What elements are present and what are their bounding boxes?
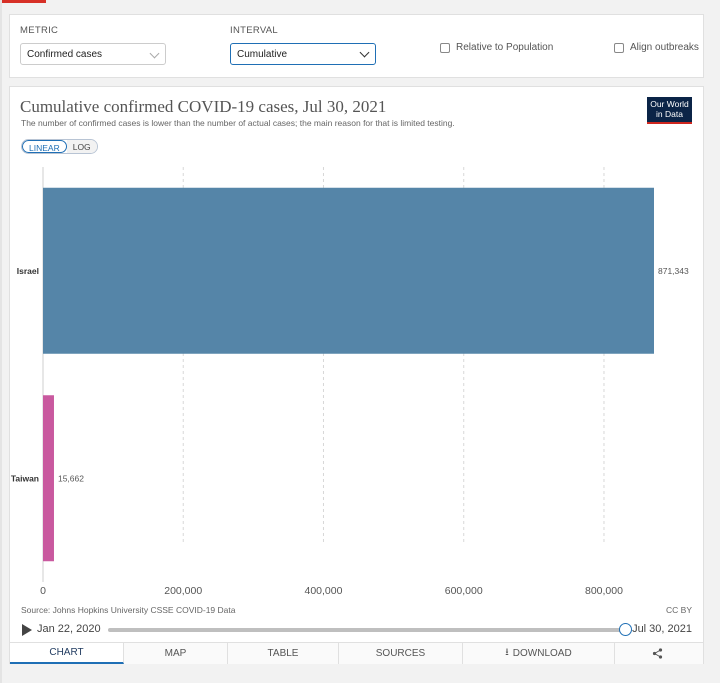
metric-select-value: Confirmed cases bbox=[27, 49, 103, 60]
chevron-down-icon bbox=[149, 48, 160, 59]
x-tick-label: 400,000 bbox=[305, 585, 343, 597]
tab-sources[interactable]: SOURCES bbox=[339, 643, 463, 664]
tab-download-label: DOWNLOAD bbox=[512, 648, 572, 659]
scale-linear-button[interactable]: LINEAR bbox=[22, 140, 67, 153]
align-outbreaks-label: Align outbreaks bbox=[630, 42, 699, 53]
timeline-end-date: Jul 30, 2021 bbox=[632, 623, 692, 635]
timeline-slider-track[interactable] bbox=[108, 628, 626, 632]
chart-title: Cumulative confirmed COVID-19 cases, Jul… bbox=[20, 97, 387, 116]
checkbox-icon bbox=[440, 42, 450, 53]
license-link[interactable]: CC BY bbox=[666, 605, 692, 615]
tab-sources-label: SOURCES bbox=[375, 648, 426, 659]
tab-share[interactable] bbox=[615, 643, 703, 664]
chart-panel: Cumulative confirmed COVID-19 cases, Jul… bbox=[9, 86, 704, 664]
chart-tabs: CHART MAP TABLE SOURCES ⭳ DOWNLOAD bbox=[10, 642, 703, 664]
owid-logo[interactable]: Our World in Data bbox=[647, 97, 692, 124]
timeline-slider-handle[interactable] bbox=[619, 623, 632, 636]
play-icon[interactable] bbox=[22, 624, 32, 636]
chevron-down-icon bbox=[359, 47, 370, 58]
top-accent-bar bbox=[0, 0, 46, 3]
tab-table[interactable]: TABLE bbox=[228, 643, 339, 664]
interval-label: INTERVAL bbox=[230, 25, 278, 36]
left-edge bbox=[0, 0, 2, 683]
interval-select-value: Cumulative bbox=[237, 49, 288, 60]
relative-to-population-label: Relative to Population bbox=[456, 42, 554, 53]
logo-line-1: Our World bbox=[650, 99, 689, 109]
download-icon: ⭳ bbox=[505, 647, 509, 658]
tab-download[interactable]: ⭳ DOWNLOAD bbox=[463, 643, 615, 664]
tab-chart[interactable]: CHART bbox=[10, 643, 124, 664]
x-tick-label: 0 bbox=[40, 585, 46, 597]
value-label: 15,662 bbox=[58, 473, 84, 483]
x-tick-label: 200,000 bbox=[164, 585, 202, 597]
tab-map[interactable]: MAP bbox=[124, 643, 228, 664]
metric-select[interactable]: Confirmed cases bbox=[20, 43, 166, 65]
align-outbreaks-checkbox[interactable]: Align outbreaks bbox=[614, 42, 699, 53]
logo-line-2: in Data bbox=[656, 108, 683, 119]
chart-subtitle: The number of confirmed cases is lower t… bbox=[21, 118, 455, 128]
category-label: Taiwan bbox=[11, 473, 39, 483]
scale-toggle: LINEAR LOG bbox=[21, 139, 98, 154]
tab-table-label: TABLE bbox=[267, 648, 299, 659]
interval-select[interactable]: Cumulative bbox=[230, 43, 376, 65]
bar-israel bbox=[43, 187, 654, 354]
bar-chart: 0 200,000 400,000 600,000 800,000 Israel 871,3… bbox=[11, 167, 689, 597]
bar-taiwan bbox=[43, 395, 54, 562]
tab-chart-label: CHART bbox=[49, 647, 84, 658]
checkbox-icon bbox=[614, 42, 624, 53]
chart-source[interactable]: Source: Johns Hopkins University CSSE CO… bbox=[21, 605, 236, 615]
share-icon bbox=[652, 648, 662, 659]
category-label: Israel bbox=[17, 266, 39, 276]
tab-map-label: MAP bbox=[164, 648, 187, 659]
x-tick-label: 600,000 bbox=[445, 585, 483, 597]
value-label: 871,343 bbox=[658, 266, 689, 276]
relative-to-population-checkbox[interactable]: Relative to Population bbox=[440, 42, 553, 53]
controls-panel: METRIC Confirmed cases INTERVAL Cumulati… bbox=[9, 14, 704, 78]
x-tick-label: 800,000 bbox=[585, 585, 623, 597]
metric-label: METRIC bbox=[20, 25, 59, 36]
timeline-start-date: Jan 22, 2020 bbox=[37, 623, 101, 635]
scale-log-button[interactable]: LOG bbox=[66, 140, 97, 153]
